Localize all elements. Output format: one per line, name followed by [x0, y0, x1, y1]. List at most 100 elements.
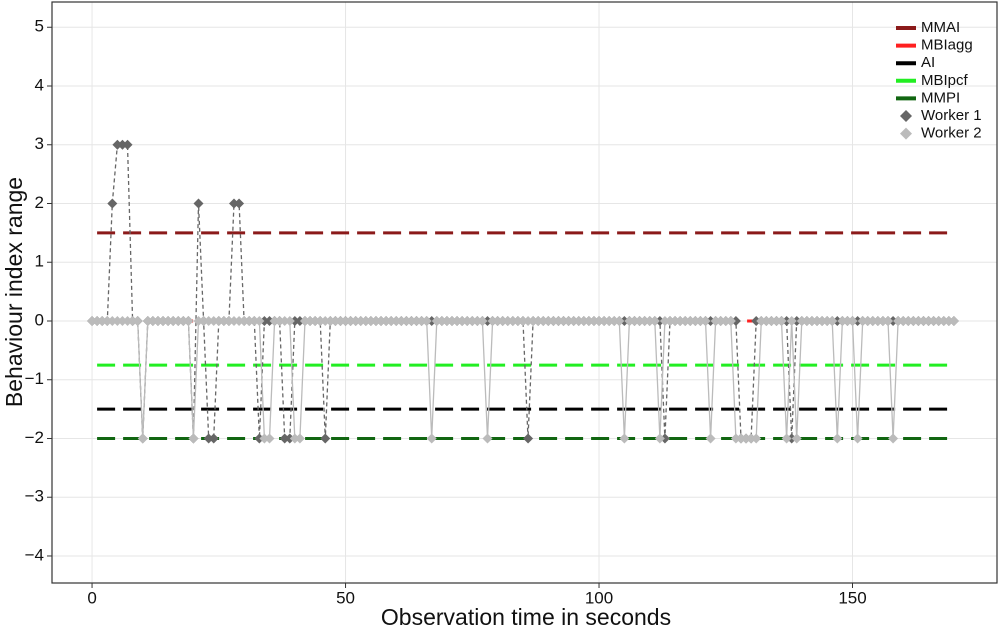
data-point — [284, 315, 295, 326]
data-point — [502, 315, 513, 326]
data-point — [396, 315, 407, 326]
data-point — [512, 315, 523, 326]
data-point — [482, 433, 493, 444]
data-point — [411, 315, 422, 326]
data-point — [710, 315, 721, 326]
x-tick-label: 0 — [87, 588, 96, 607]
data-point — [588, 315, 599, 326]
data-point — [203, 315, 214, 326]
data-point — [751, 315, 762, 326]
data-point — [97, 315, 108, 326]
data-point — [234, 315, 245, 326]
data-point — [264, 315, 275, 326]
data-point — [624, 315, 635, 326]
data-point — [781, 433, 792, 444]
data-point — [908, 315, 919, 326]
data-point — [391, 315, 402, 326]
data-point — [294, 433, 305, 444]
legend-label: MBIagg — [921, 37, 973, 54]
data-point — [441, 315, 452, 326]
data-point — [355, 315, 366, 326]
data-point — [132, 315, 143, 326]
data-point — [832, 315, 843, 326]
data-point — [806, 315, 817, 326]
data-point — [289, 433, 300, 444]
data-point — [872, 315, 883, 326]
data-point — [644, 315, 655, 326]
data-point — [325, 315, 336, 326]
data-point — [888, 315, 899, 326]
data-point — [254, 315, 265, 326]
data-point — [289, 315, 300, 326]
data-point — [619, 433, 630, 444]
y-tick-label: 5 — [35, 17, 44, 36]
data-point — [776, 315, 787, 326]
data-point — [208, 315, 219, 326]
data-point — [599, 315, 610, 326]
data-point — [274, 315, 285, 326]
data-point — [801, 315, 812, 326]
x-axis-title: Observation time in seconds — [381, 604, 671, 629]
y-tick-label: 2 — [35, 193, 44, 212]
data-point — [614, 315, 625, 326]
data-point — [837, 315, 848, 326]
y-tick-label: 0 — [35, 310, 44, 329]
data-point — [142, 315, 153, 326]
data-point — [938, 315, 949, 326]
data-point — [948, 315, 959, 326]
data-point — [152, 315, 163, 326]
data-point — [259, 433, 270, 444]
data-point — [578, 315, 589, 326]
y-tick-label: −2 — [25, 428, 44, 447]
data-point — [158, 315, 169, 326]
data-point — [122, 139, 133, 150]
data-point — [730, 433, 741, 444]
data-point — [943, 315, 954, 326]
data-point — [213, 315, 224, 326]
data-point — [457, 315, 468, 326]
data-point — [786, 433, 797, 444]
y-tick-label: 4 — [35, 75, 44, 94]
data-point — [604, 315, 615, 326]
data-point — [249, 315, 260, 326]
data-point — [208, 433, 219, 444]
data-point — [654, 315, 665, 326]
data-point — [695, 315, 706, 326]
data-point — [254, 433, 265, 444]
data-point — [193, 315, 204, 326]
data-point — [690, 315, 701, 326]
data-point — [452, 315, 463, 326]
legend-label: MBIpcf — [921, 72, 969, 89]
data-point — [893, 315, 904, 326]
data-point — [619, 315, 630, 326]
data-point — [218, 315, 229, 326]
data-point — [903, 315, 914, 326]
data-point — [867, 315, 878, 326]
data-point — [487, 315, 498, 326]
data-point — [315, 315, 326, 326]
data-point — [877, 315, 888, 326]
data-point — [639, 315, 650, 326]
data-point — [279, 433, 290, 444]
data-point — [345, 315, 356, 326]
data-point — [629, 315, 640, 326]
data-point — [305, 315, 316, 326]
data-point — [730, 315, 741, 326]
data-point — [715, 315, 726, 326]
data-point — [401, 315, 412, 326]
data-point — [654, 433, 665, 444]
data-point — [659, 315, 670, 326]
data-point — [933, 315, 944, 326]
data-point — [563, 315, 574, 326]
data-point — [497, 315, 508, 326]
data-point — [426, 433, 437, 444]
data-point — [842, 315, 853, 326]
data-point — [350, 315, 361, 326]
data-point — [705, 315, 716, 326]
data-point — [482, 315, 493, 326]
data-point — [112, 315, 123, 326]
data-point — [376, 315, 387, 326]
data-point — [725, 315, 736, 326]
